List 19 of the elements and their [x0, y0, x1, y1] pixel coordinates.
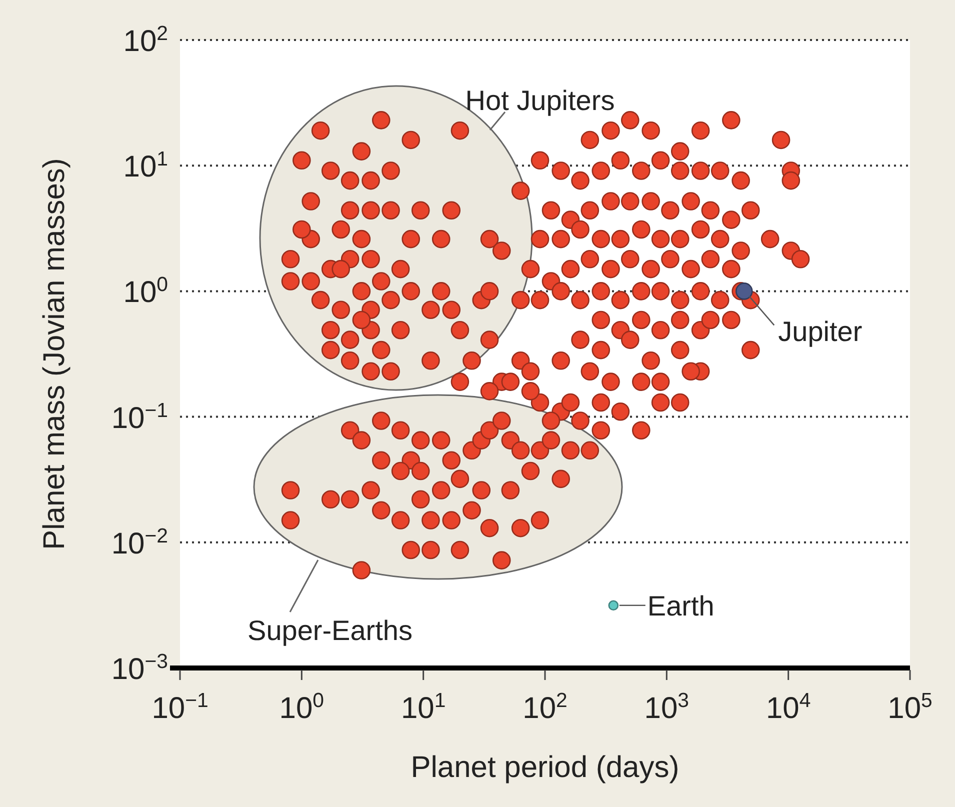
y-tick-label: 10$^{1}$	[123, 148, 168, 184]
x-tick-label: 10$^{3}$	[644, 690, 690, 725]
annotation: Super-Earths	[248, 615, 412, 646]
x-tick-label: 10$^{2}$	[522, 690, 568, 725]
x-tick-label: 10$^{5}$	[888, 690, 932, 725]
y-tick-label: 10$^{−1}$	[111, 400, 168, 435]
annotation: Hot Jupiters	[465, 85, 615, 116]
x-tick-label: 10$^{0}$	[279, 690, 324, 725]
x-tick-label: 10$^{4}$	[766, 690, 811, 725]
series-label: Earth	[647, 590, 714, 622]
x-tick-label: 10$^{−1}$	[152, 690, 208, 725]
x-axis-title: Planet period (days)	[410, 751, 680, 784]
y-tick-label: 10$^{−3}$	[111, 651, 168, 686]
y-tick-label: 10$^{0}$	[123, 274, 168, 310]
series-label: Jupiter	[778, 316, 862, 348]
y-axis-title: Planet mass (Jovian masses)	[38, 158, 71, 550]
x-tick-label: 10$^{1}$	[400, 690, 446, 725]
y-tick-label: 10$^{2}$	[123, 23, 168, 58]
y-tick-label: 10$^{−2}$	[111, 525, 168, 560]
